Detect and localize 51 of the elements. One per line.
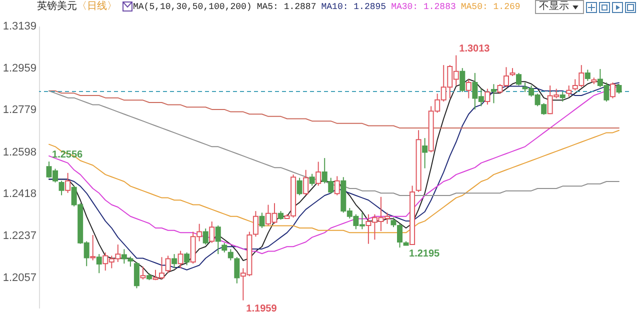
candlestick xyxy=(484,88,490,106)
y-tick-label: 1.2779 xyxy=(2,104,36,116)
candlestick xyxy=(140,266,146,280)
annotation: 1.2195 xyxy=(409,248,440,260)
y-tick-label: 1.3139 xyxy=(2,20,36,32)
candlestick xyxy=(334,176,340,196)
candlestick xyxy=(309,173,315,186)
candlestick xyxy=(222,242,228,253)
candlestick xyxy=(90,234,96,261)
y-tick-label: 1.2418 xyxy=(2,188,36,200)
chart-title: 英镑美元 xyxy=(37,1,77,12)
text: MA(5,10,30,50,100,200) xyxy=(133,2,252,12)
y-tick-label: 1.2598 xyxy=(2,146,36,158)
candlestick xyxy=(172,254,178,269)
candlestick xyxy=(215,224,221,255)
y-tick-label: 1.2959 xyxy=(2,62,36,74)
text: MA5: 1.2887 xyxy=(256,2,316,12)
candlestick xyxy=(184,252,190,266)
y-tick-label: 1.2057 xyxy=(2,272,36,284)
candlestick xyxy=(584,69,590,82)
text: MA30: 1.2883 xyxy=(391,2,456,12)
candlestick xyxy=(616,84,622,94)
candlestick xyxy=(202,228,208,246)
line-series xyxy=(48,90,620,196)
candlestick xyxy=(610,82,616,99)
text: MA10: 1.2895 xyxy=(321,2,386,12)
candlestick xyxy=(58,180,64,196)
chart-subtitle: 〈日线〉 xyxy=(77,1,117,12)
candlestick xyxy=(490,84,496,104)
candlestick xyxy=(178,250,184,269)
candlestick xyxy=(516,72,522,86)
candlestick xyxy=(165,255,171,274)
candlestick xyxy=(422,138,428,169)
candlestick xyxy=(96,254,102,274)
candlestick xyxy=(65,172,71,194)
candlestick xyxy=(209,221,215,244)
candlestick xyxy=(296,177,302,196)
candlestick xyxy=(259,212,265,229)
annotation: 1.1959 xyxy=(246,303,278,314)
dropdown: 不显示 xyxy=(535,0,584,14)
line-series xyxy=(48,90,620,129)
candlestick xyxy=(560,92,566,102)
candlestick xyxy=(134,261,140,289)
text: MA50: 1.269 xyxy=(460,2,520,12)
candlestick xyxy=(466,78,472,99)
y-tick-label: 1.2237 xyxy=(2,230,36,242)
candlestick xyxy=(303,169,309,196)
candlestick xyxy=(566,85,572,98)
candlestick xyxy=(460,68,466,93)
annotation: 1.3013 xyxy=(459,43,490,54)
candlestick xyxy=(316,161,322,186)
